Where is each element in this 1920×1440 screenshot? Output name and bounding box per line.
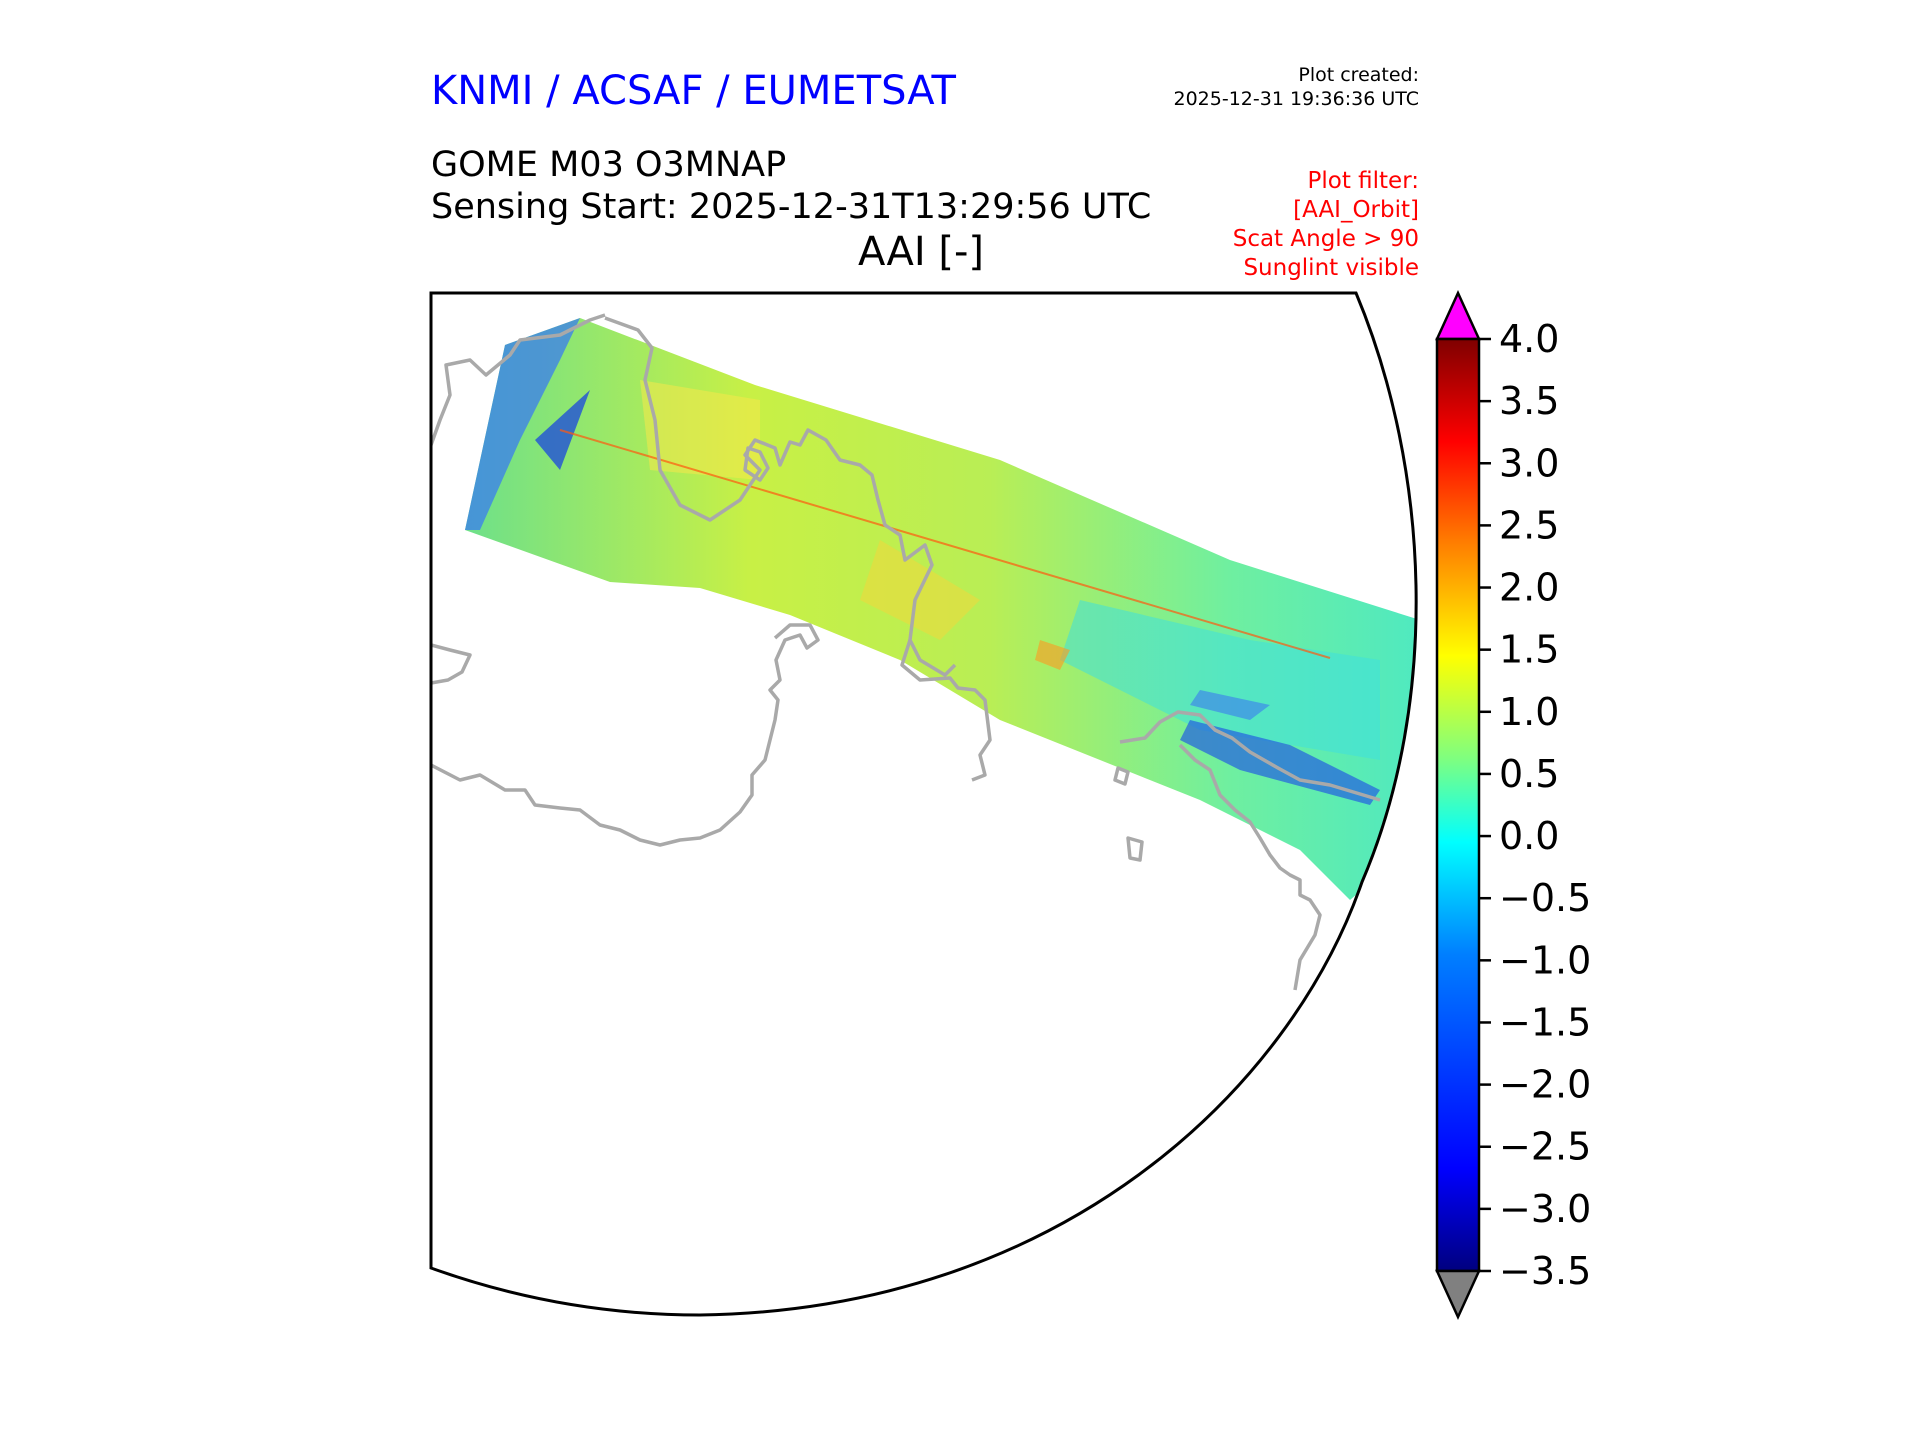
map-area <box>431 313 1417 991</box>
coastline-isle <box>1113 766 1130 786</box>
colorbar-tick-label: 3.0 <box>1499 441 1559 485</box>
coastline-east-island <box>1119 710 1381 802</box>
colorbar-tick-label: −1.0 <box>1499 938 1591 982</box>
colorbar-over-triangle <box>1435 289 1481 341</box>
swath-anomaly-yellow <box>640 380 760 480</box>
plot-created-label: Plot created: <box>1298 64 1419 86</box>
colorbar-tick-label: 2.0 <box>1499 566 1559 610</box>
swath-anomaly-blue <box>465 318 580 530</box>
product-name: GOME M03 O3MNAP <box>431 145 787 185</box>
swath-anomaly-blue <box>1190 690 1270 720</box>
coastline-west <box>431 313 606 446</box>
colorbar-tick-label: 1.5 <box>1499 628 1559 672</box>
plot-filter-line: Scat Angle > 90 <box>1232 226 1419 252</box>
colorbar-tick-label: 3.5 <box>1499 379 1559 423</box>
swath-anomaly-cyan <box>1060 600 1380 760</box>
colorbar-tick-label: −1.5 <box>1499 1000 1591 1044</box>
colorbar-tick-label: 0.5 <box>1499 752 1559 796</box>
colorbar-tick-label: 4.0 <box>1499 317 1559 361</box>
variable-title: AAI [-] <box>858 229 984 275</box>
plot-filter-line: Sunglint visible <box>1243 255 1419 281</box>
colorbar-tick-label: 0.0 <box>1499 814 1559 858</box>
colorbar-tick-label: −3.0 <box>1499 1187 1591 1231</box>
coastline-south-mainland <box>431 643 472 685</box>
swath-anomaly-orange <box>1035 640 1070 670</box>
colorbar-tick-label: −0.5 <box>1499 876 1591 920</box>
organisation-title: KNMI / ACSAF / EUMETSAT <box>431 68 956 114</box>
colorbar-gradient <box>1435 337 1481 1273</box>
coastline-north <box>604 316 957 677</box>
coastline-gulf <box>743 446 770 482</box>
swath-scanline <box>559 429 1331 659</box>
sensing-start: Sensing Start: 2025-12-31T13:29:56 UTC <box>431 187 1152 227</box>
colorbar-tick-label: −2.0 <box>1499 1063 1591 1107</box>
colorbar-tick-label: 2.5 <box>1499 503 1559 547</box>
colorbar-tick-label: 1.0 <box>1499 690 1559 734</box>
coastline-south <box>431 623 820 847</box>
plot-filter-line: Plot filter: <box>1307 168 1419 194</box>
colorbar-tick-label: −2.5 <box>1499 1125 1591 1169</box>
coastlines <box>431 313 1381 991</box>
colorbar-ticks: 4.0 3.5 3.0 2.5 2.0 1.5 1.0 0.5 0.0 −0.5 −1.0 −1.5 −… <box>1479 317 1591 1293</box>
colorbar-under-triangle <box>1435 1269 1481 1321</box>
colorbar: 4.0 3.5 3.0 2.5 2.0 1.5 1.0 0.5 0.0 −0.5 −1.0 −1.5 −… <box>1435 289 1591 1321</box>
map-boundary <box>429 291 1418 1317</box>
plot-filter-line: [AAI_Orbit] <box>1293 197 1419 223</box>
coastline-east <box>1178 743 1322 991</box>
coastline-peninsula <box>900 639 992 782</box>
coastline-small-island <box>1126 836 1144 862</box>
plot-created-time: 2025-12-31 19:36:36 UTC <box>1173 88 1420 110</box>
colorbar-tick-label: −3.5 <box>1499 1249 1591 1293</box>
